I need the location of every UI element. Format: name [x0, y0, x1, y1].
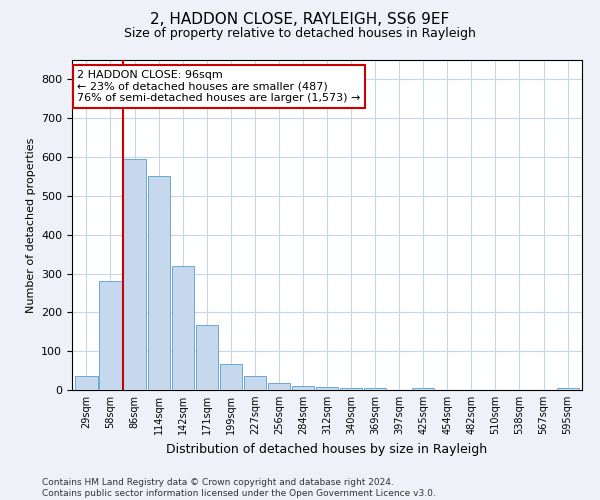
Text: Size of property relative to detached houses in Rayleigh: Size of property relative to detached ho… — [124, 28, 476, 40]
Bar — [172, 266, 194, 390]
Text: 2 HADDON CLOSE: 96sqm
← 23% of detached houses are smaller (487)
76% of semi-det: 2 HADDON CLOSE: 96sqm ← 23% of detached … — [77, 70, 361, 103]
Y-axis label: Number of detached properties: Number of detached properties — [26, 138, 35, 312]
Bar — [364, 388, 386, 390]
Bar — [124, 159, 146, 390]
Bar — [100, 282, 122, 390]
Text: Contains HM Land Registry data © Crown copyright and database right 2024.
Contai: Contains HM Land Registry data © Crown c… — [42, 478, 436, 498]
Bar — [557, 388, 578, 390]
Bar — [220, 364, 242, 390]
Bar — [244, 376, 266, 390]
Bar — [316, 387, 338, 390]
Bar — [292, 386, 314, 390]
Bar — [268, 383, 290, 390]
Bar — [412, 388, 434, 390]
Bar — [340, 388, 362, 390]
X-axis label: Distribution of detached houses by size in Rayleigh: Distribution of detached houses by size … — [166, 442, 488, 456]
Bar — [148, 176, 170, 390]
Text: 2, HADDON CLOSE, RAYLEIGH, SS6 9EF: 2, HADDON CLOSE, RAYLEIGH, SS6 9EF — [151, 12, 449, 28]
Bar — [76, 376, 98, 390]
Bar — [196, 325, 218, 390]
